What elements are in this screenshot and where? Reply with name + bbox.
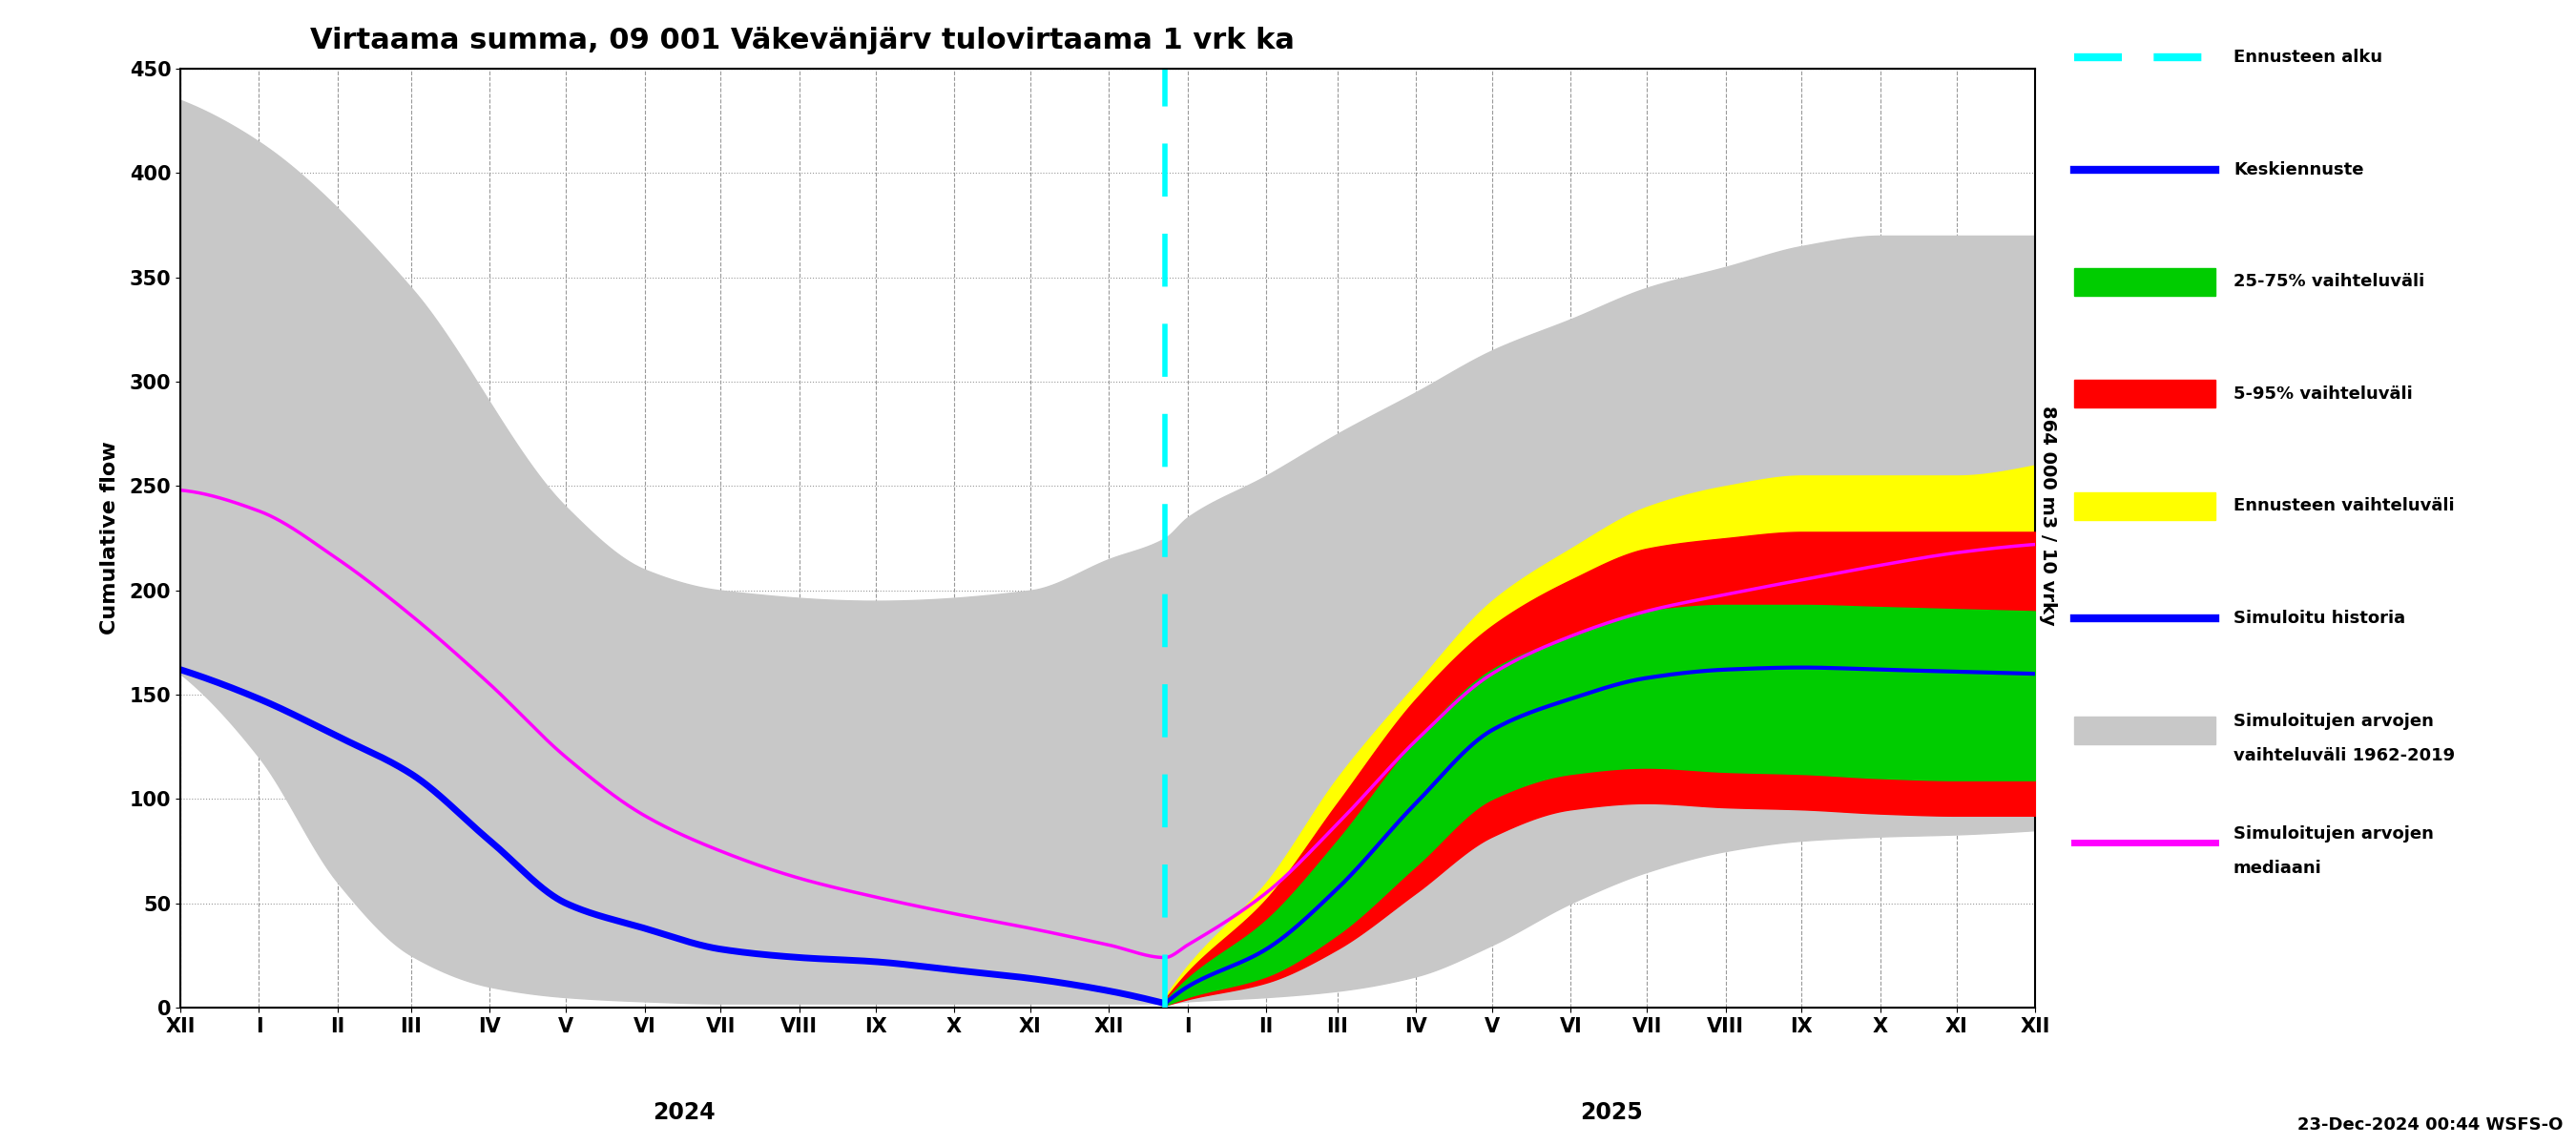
Text: Ennusteen alku: Ennusteen alku <box>2233 48 2383 65</box>
Y-axis label: Cumulative flow: Cumulative flow <box>100 442 118 634</box>
Text: 23-Dec-2024 00:44 WSFS-O: 23-Dec-2024 00:44 WSFS-O <box>2298 1116 2563 1134</box>
Text: mediaani: mediaani <box>2233 860 2321 877</box>
Text: 2024: 2024 <box>652 1101 716 1124</box>
Text: Virtaama summa, 09 001 Väkevänjärv tulovirtaama 1 vrk ka: Virtaama summa, 09 001 Väkevänjärv tulov… <box>309 26 1296 55</box>
Text: vaihteluväli 1962-2019: vaihteluväli 1962-2019 <box>2233 748 2455 765</box>
Text: Simuloitujen arvojen: Simuloitujen arvojen <box>2233 826 2434 843</box>
Text: 5-95% vaihteluväli: 5-95% vaihteluväli <box>2233 385 2414 403</box>
Text: 25-75% vaihteluväli: 25-75% vaihteluväli <box>2233 273 2424 290</box>
Text: 2025: 2025 <box>1579 1101 1643 1124</box>
Text: Ennusteen vaihteluväli: Ennusteen vaihteluväli <box>2233 497 2455 515</box>
Text: Keskiennuste: Keskiennuste <box>2233 160 2365 177</box>
Text: Simuloitujen arvojen: Simuloitujen arvojen <box>2233 712 2434 731</box>
Text: 864 000 m3 / 10 vrky: 864 000 m3 / 10 vrky <box>2038 405 2058 625</box>
Text: Simuloitu historia: Simuloitu historia <box>2233 609 2406 627</box>
